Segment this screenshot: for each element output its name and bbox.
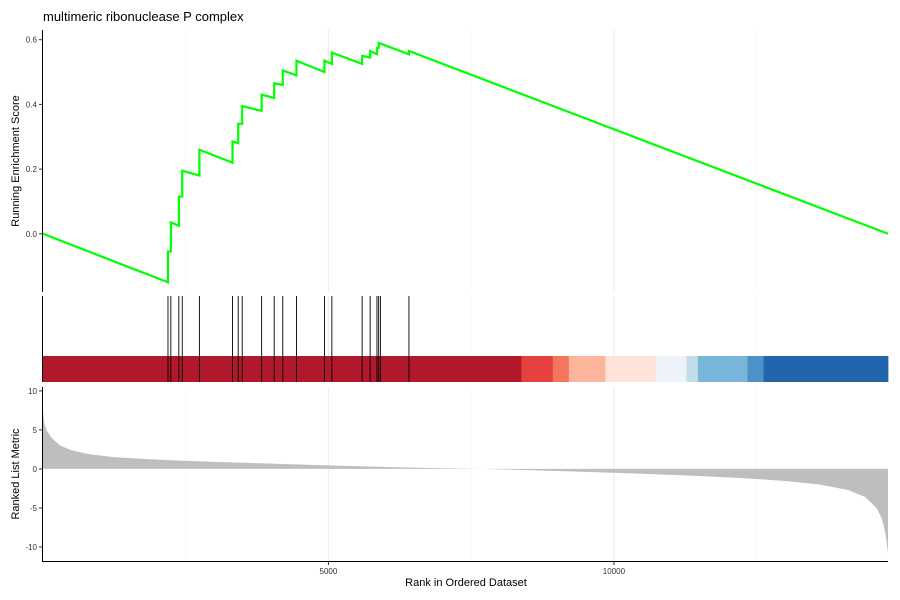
enrichment-y-tick-label: 0.2 (26, 165, 38, 174)
running-enrichment-line (42, 41, 889, 284)
color-bar-band (552, 356, 570, 382)
x-ticks: 5000 10000 (320, 561, 626, 576)
enrichment-y-tick-label: 0.0 (26, 230, 38, 239)
enrichment-y-ticks: 0.0 0.2 0.4 0.6 (26, 36, 43, 239)
color-bar-band (697, 356, 748, 382)
enrichment-panel: 0.0 0.2 0.4 0.6 Running Enrichment Score (10, 30, 889, 292)
ranked-metric-gridlines (185, 387, 757, 561)
ranked-metric-panel: 10 5 0 -5 -10 5000 10000 Ranked List Metric R… (10, 387, 888, 589)
x-axis-title: Rank in Ordered Dataset (405, 577, 527, 589)
ranked-metric-y-tick-label: 10 (28, 387, 37, 396)
hits-gridlines (185, 296, 757, 356)
gene-hit-marks (167, 296, 410, 382)
ranked-metric-area (43, 410, 888, 554)
ranked-metric-y-tick-label: 5 (33, 426, 38, 435)
x-tick-label: 10000 (603, 567, 626, 576)
color-bar-band (521, 356, 554, 382)
color-bar-band (656, 356, 687, 382)
chart-title: multimeric ribonuclease P complex (43, 9, 244, 24)
ranked-metric-y-axis-title: Ranked List Metric (10, 428, 22, 520)
ranked-metric-y-ticks: 10 5 0 -5 -10 (25, 387, 43, 552)
x-tick-label: 5000 (320, 567, 338, 576)
color-bar-band (763, 356, 889, 382)
ranked-metric-y-tick-label: -10 (25, 543, 37, 552)
color-bar-band (747, 356, 764, 382)
enrichment-y-tick-label: 0.6 (26, 36, 38, 45)
color-bar-band (568, 356, 606, 382)
ranked-metric-y-tick-label: 0 (33, 465, 38, 474)
color-bar-band (686, 356, 699, 382)
ranked-list-color-bar (43, 356, 889, 382)
color-bar-band (605, 356, 657, 382)
hits-panel (42, 296, 889, 382)
enrichment-y-tick-label: 0.4 (26, 100, 38, 109)
enrichment-y-axis-title: Running Enrichment Score (10, 95, 22, 226)
enrichment-gridlines (185, 30, 757, 292)
ranked-metric-y-tick-label: -5 (30, 504, 38, 513)
